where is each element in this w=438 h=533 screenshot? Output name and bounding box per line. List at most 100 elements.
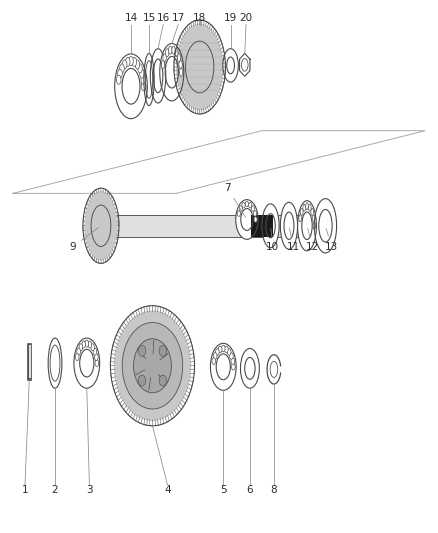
Text: 15: 15 [142,13,155,23]
Ellipse shape [117,75,121,84]
Text: 6: 6 [247,485,253,495]
Ellipse shape [231,358,235,365]
Ellipse shape [213,353,217,359]
Ellipse shape [225,346,228,353]
Ellipse shape [311,208,314,215]
Ellipse shape [177,54,180,62]
Ellipse shape [159,375,167,386]
Text: 16: 16 [156,13,170,23]
Ellipse shape [312,215,315,222]
Ellipse shape [85,340,88,347]
Ellipse shape [180,68,183,76]
Ellipse shape [249,203,252,208]
Text: 5: 5 [220,485,226,495]
Ellipse shape [138,64,142,73]
Ellipse shape [236,200,258,239]
Ellipse shape [300,208,303,215]
Text: 18: 18 [193,13,206,23]
Ellipse shape [88,341,92,348]
Bar [251,215,273,237]
Ellipse shape [251,206,254,211]
Polygon shape [314,215,331,237]
Text: 11: 11 [286,229,300,252]
Ellipse shape [144,53,154,106]
Ellipse shape [95,360,99,367]
Ellipse shape [313,222,316,229]
Ellipse shape [237,211,240,216]
Ellipse shape [299,215,301,222]
Ellipse shape [245,201,248,207]
Ellipse shape [48,338,62,388]
Ellipse shape [219,346,222,353]
Ellipse shape [314,199,337,253]
Ellipse shape [114,311,191,421]
Text: 12: 12 [306,229,319,252]
Bar [29,345,31,378]
Ellipse shape [159,345,167,356]
Text: 19: 19 [224,13,237,23]
Ellipse shape [303,204,305,211]
Ellipse shape [212,358,215,365]
Ellipse shape [176,23,223,110]
Text: 3: 3 [86,485,93,495]
Ellipse shape [120,64,124,73]
Ellipse shape [122,322,183,409]
Bar [90,215,314,237]
Ellipse shape [308,204,311,211]
Ellipse shape [254,217,257,222]
Text: 1: 1 [21,485,28,495]
Ellipse shape [253,211,257,216]
Text: 7: 7 [224,183,245,217]
Ellipse shape [227,349,231,356]
Text: 14: 14 [124,13,138,23]
Ellipse shape [141,75,145,84]
Ellipse shape [118,69,122,78]
Ellipse shape [161,61,165,69]
Ellipse shape [222,345,225,352]
Ellipse shape [172,46,175,54]
Text: 10: 10 [266,229,279,252]
Ellipse shape [75,353,79,361]
Text: 9: 9 [70,228,99,252]
Ellipse shape [160,44,184,101]
Text: 20: 20 [240,13,253,23]
Ellipse shape [125,58,130,67]
Ellipse shape [129,56,133,66]
Ellipse shape [115,54,147,119]
Ellipse shape [93,348,97,355]
Ellipse shape [82,341,85,348]
Bar [27,343,32,380]
Ellipse shape [163,54,166,62]
Ellipse shape [122,60,127,69]
Ellipse shape [135,60,140,69]
Ellipse shape [141,82,146,91]
Ellipse shape [232,364,235,370]
Ellipse shape [140,69,144,78]
Text: 13: 13 [325,229,338,252]
Ellipse shape [91,344,95,351]
Ellipse shape [297,201,316,251]
Ellipse shape [134,338,171,393]
Ellipse shape [262,204,279,248]
Ellipse shape [240,349,259,388]
Ellipse shape [132,58,137,67]
Ellipse shape [230,353,233,359]
Ellipse shape [239,53,251,76]
Text: 8: 8 [271,485,277,495]
Text: 2: 2 [52,485,58,495]
Ellipse shape [138,345,146,356]
Ellipse shape [138,375,146,386]
Ellipse shape [79,344,83,351]
Ellipse shape [150,49,166,103]
Ellipse shape [77,348,81,355]
Ellipse shape [239,206,242,211]
Ellipse shape [210,343,236,390]
Ellipse shape [242,203,245,208]
Ellipse shape [280,202,297,249]
Ellipse shape [95,353,98,361]
Ellipse shape [215,349,219,356]
Ellipse shape [306,203,308,209]
Ellipse shape [166,49,169,57]
Ellipse shape [175,49,178,57]
Ellipse shape [223,49,238,82]
